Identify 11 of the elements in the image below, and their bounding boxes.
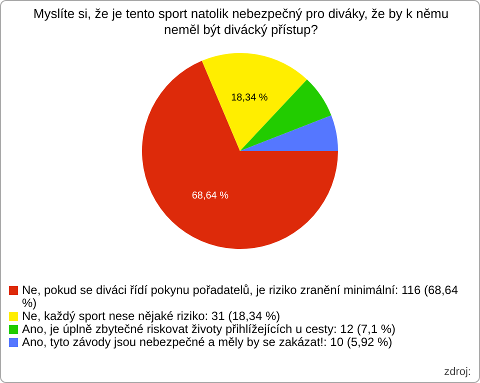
chart-title: Myslíte si, že je tento sport natolik nebezpečný pro diváky, že by k němu neměl být divácký přístup? bbox=[32, 6, 450, 38]
pie-slice bbox=[142, 60, 338, 249]
pie-slice bbox=[202, 53, 307, 151]
legend-label: Ano, tyto závody jsou nebezpečné a měly by se zakázat!: 10 (5,92 %) bbox=[22, 335, 392, 349]
pie-slice bbox=[240, 115, 338, 151]
legend-label: Ne, pokud se diváci řídí pokynu pořadatelů, je riziko zranění minimální: 116 (68,64 %) bbox=[22, 283, 460, 310]
text: zdroj: bbox=[444, 366, 471, 378]
data-label: 68,64 % bbox=[192, 190, 229, 202]
legend-label: Ano, je úplně zbytečné riskovat životy přihlížejících u cesty: 12 (7,1 %) bbox=[22, 322, 396, 336]
data-label: 18,34 % bbox=[231, 92, 268, 104]
legend-label: Ne, každý sport nese nějaké riziko: 31 (18,34 %) bbox=[22, 309, 280, 323]
